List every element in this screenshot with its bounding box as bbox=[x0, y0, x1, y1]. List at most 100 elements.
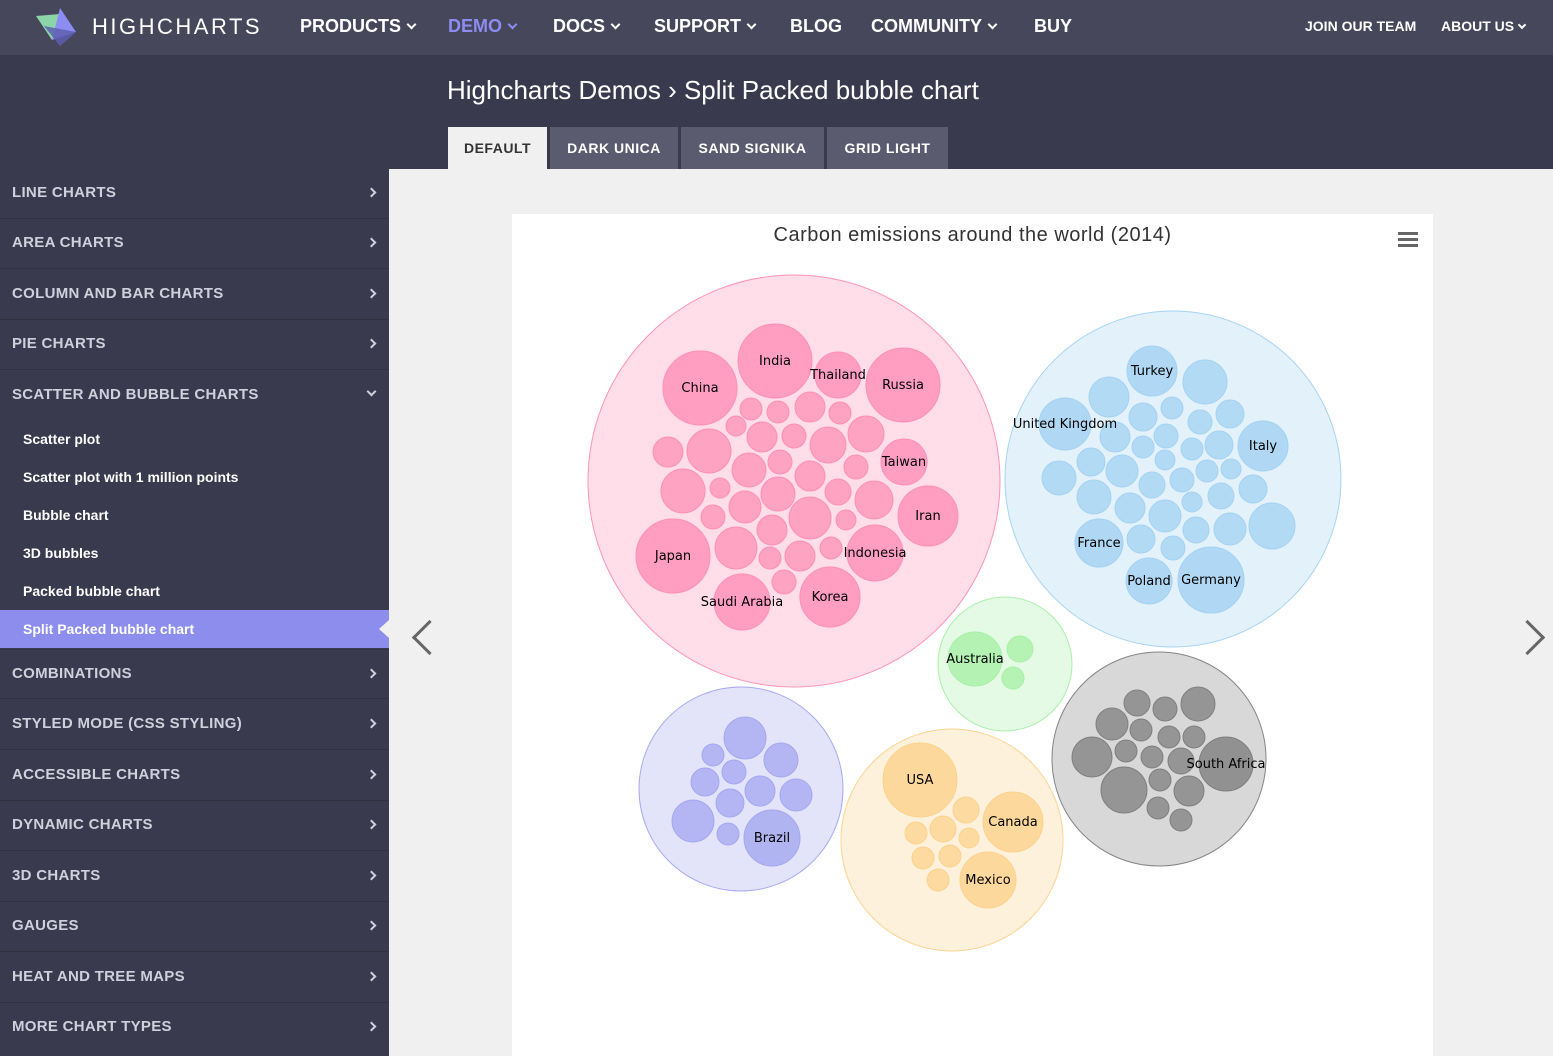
chart-menu-hamburger-icon[interactable] bbox=[1398, 232, 1418, 248]
series-0-labeled-bubble-1[interactable] bbox=[662, 350, 738, 426]
series-2-bubble-0[interactable] bbox=[1006, 635, 1034, 663]
series-1-bubble-25[interactable] bbox=[1182, 516, 1210, 544]
series-0-bubble-18[interactable] bbox=[767, 449, 793, 475]
series-1-bubble-16[interactable] bbox=[1169, 467, 1195, 493]
sidebar-subitem-packed-bubble[interactable]: Packed bubble chart bbox=[0, 572, 389, 610]
sidebar-item-accessible-charts[interactable]: ACCESSIBLE CHARTS bbox=[0, 751, 389, 801]
series-4-labeled-bubble-2[interactable] bbox=[959, 851, 1017, 909]
series-5-bubble-10[interactable] bbox=[1167, 747, 1195, 775]
series-0-bubble-7[interactable] bbox=[700, 504, 726, 530]
series-3-bubble-7[interactable] bbox=[715, 788, 745, 818]
nav-blog[interactable]: BLOG bbox=[790, 16, 842, 36]
sidebar-item-gauges[interactable]: GAUGES bbox=[0, 902, 389, 952]
series-4-bubble-4[interactable] bbox=[911, 846, 935, 870]
series-1-bubble-4[interactable] bbox=[1160, 396, 1184, 420]
series-1-bubble-12[interactable] bbox=[1105, 454, 1139, 488]
series-0-labeled-bubble-4[interactable] bbox=[880, 438, 928, 486]
series-3-bubble-9[interactable] bbox=[716, 822, 740, 846]
nav-community[interactable]: COMMUNITY bbox=[871, 16, 998, 37]
series-0-labeled-bubble-0[interactable] bbox=[737, 323, 813, 399]
series-3-bubble-6[interactable] bbox=[779, 778, 813, 812]
series-3-bubble-1[interactable] bbox=[701, 743, 725, 767]
series-0-labeled-bubble-6[interactable] bbox=[635, 518, 711, 594]
series-4-bubble-0[interactable] bbox=[952, 796, 980, 824]
series-5-bubble-1[interactable] bbox=[1123, 689, 1151, 717]
sidebar-item-area-charts[interactable]: AREA CHARTS bbox=[0, 219, 389, 269]
series-5-labeled-bubble-0[interactable] bbox=[1198, 736, 1254, 792]
series-1-bubble-0[interactable] bbox=[1182, 359, 1228, 405]
series-3-bubble-5[interactable] bbox=[744, 775, 776, 807]
series-0-bubble-20[interactable] bbox=[824, 478, 852, 506]
series-5-bubble-12[interactable] bbox=[1148, 768, 1172, 792]
series-0-bubble-4[interactable] bbox=[731, 452, 767, 488]
series-1-bubble-13[interactable] bbox=[1154, 449, 1176, 471]
series-1-bubble-6[interactable] bbox=[1099, 421, 1131, 453]
sidebar-item-dynamic-charts[interactable]: DYNAMIC CHARTS bbox=[0, 801, 389, 851]
series-0-bubble-9[interactable] bbox=[725, 415, 747, 437]
series-4-bubble-2[interactable] bbox=[929, 815, 957, 843]
sidebar-subitem-scatter-plot[interactable]: Scatter plot bbox=[0, 420, 389, 458]
series-1-bubble-2[interactable] bbox=[1215, 399, 1245, 429]
series-0-bubble-0[interactable] bbox=[686, 428, 732, 474]
series-0-bubble-15[interactable] bbox=[781, 423, 807, 449]
series-1-labeled-bubble-5[interactable] bbox=[1177, 546, 1245, 614]
series-1-bubble-26[interactable] bbox=[1213, 512, 1247, 546]
series-1-labeled-bubble-1[interactable] bbox=[1038, 397, 1092, 451]
series-2-labeled-bubble-0[interactable] bbox=[947, 631, 1003, 687]
series-0-bubble-27[interactable] bbox=[758, 546, 782, 570]
series-0-bubble-16[interactable] bbox=[809, 426, 847, 464]
series-1-labeled-bubble-2[interactable] bbox=[1237, 420, 1289, 472]
series-4-labeled-bubble-1[interactable] bbox=[982, 791, 1044, 853]
series-0-bubble-3[interactable] bbox=[652, 436, 684, 468]
tab-sand-signika[interactable]: SAND SIGNIKA bbox=[681, 127, 824, 169]
series-5-bubble-15[interactable] bbox=[1169, 808, 1193, 832]
series-1-labeled-bubble-4[interactable] bbox=[1125, 557, 1173, 605]
sidebar-item-styled-mode[interactable]: STYLED MODE (CSS STYLING) bbox=[0, 700, 389, 750]
series-3-bubble-4[interactable] bbox=[721, 759, 747, 785]
series-5-bubble-14[interactable] bbox=[1146, 796, 1170, 820]
series-1-bubble-19[interactable] bbox=[1076, 479, 1112, 515]
series-4-bubble-1[interactable] bbox=[904, 821, 928, 845]
series-1-bubble-17[interactable] bbox=[1195, 459, 1219, 483]
series-0-bubble-6[interactable] bbox=[728, 490, 762, 524]
series-0-bubble-19[interactable] bbox=[794, 460, 826, 492]
series-0-labeled-bubble-2[interactable] bbox=[814, 351, 862, 399]
series-0-bubble-10[interactable] bbox=[739, 397, 763, 421]
nav-demo[interactable]: DEMO bbox=[448, 16, 518, 37]
sidebar-subitem-split-packed-bubble[interactable]: Split Packed bubble chart bbox=[0, 610, 389, 648]
series-1-bubble-24[interactable] bbox=[1238, 474, 1268, 504]
series-1-bubble-3[interactable] bbox=[1128, 402, 1158, 432]
series-0-bubble-29[interactable] bbox=[771, 569, 797, 595]
series-5-bubble-0[interactable] bbox=[1180, 686, 1216, 722]
series-5-bubble-3[interactable] bbox=[1095, 707, 1129, 741]
series-1-bubble-15[interactable] bbox=[1138, 471, 1166, 499]
series-3-bubble-3[interactable] bbox=[690, 767, 720, 797]
series-5-bubble-8[interactable] bbox=[1114, 739, 1138, 763]
series-5-bubble-11[interactable] bbox=[1100, 766, 1148, 814]
series-4-bubble-3[interactable] bbox=[958, 827, 980, 849]
series-4-bubble-6[interactable] bbox=[926, 868, 950, 892]
series-0-bubble-14[interactable] bbox=[746, 421, 778, 453]
sidebar-item-scatter-bubble-charts[interactable]: SCATTER AND BUBBLE CHARTS bbox=[0, 371, 389, 421]
series-1-labeled-bubble-3[interactable] bbox=[1074, 518, 1124, 568]
series-0-bubble-1[interactable] bbox=[660, 468, 706, 514]
series-1-bubble-21[interactable] bbox=[1148, 499, 1182, 533]
nav-about-us[interactable]: ABOUT US bbox=[1441, 18, 1527, 34]
sidebar-item-line-charts[interactable]: LINE CHARTS bbox=[0, 169, 389, 219]
tab-grid-light[interactable]: GRID LIGHT bbox=[827, 127, 948, 169]
series-3-bubble-2[interactable] bbox=[763, 742, 799, 778]
series-1-bubble-27[interactable] bbox=[1248, 502, 1296, 550]
series-3-labeled-bubble-0[interactable] bbox=[743, 809, 801, 867]
series-0-labeled-bubble-5[interactable] bbox=[897, 485, 959, 547]
series-1-bubble-8[interactable] bbox=[1153, 423, 1179, 449]
brand-name[interactable]: HIGHCHARTS bbox=[92, 14, 263, 39]
series-1-bubble-11[interactable] bbox=[1076, 447, 1106, 477]
nav-docs[interactable]: DOCS bbox=[553, 16, 621, 37]
series-1-bubble-10[interactable] bbox=[1204, 430, 1234, 460]
sidebar-subitem-3d-bubbles[interactable]: 3D bubbles bbox=[0, 534, 389, 572]
series-1-bubble-23[interactable] bbox=[1207, 482, 1235, 510]
series-4-labeled-bubble-0[interactable] bbox=[882, 742, 958, 818]
tab-default[interactable]: DEFAULT bbox=[448, 127, 547, 169]
series-1-bubble-22[interactable] bbox=[1181, 491, 1203, 513]
series-0-bubble-13[interactable] bbox=[828, 401, 852, 425]
